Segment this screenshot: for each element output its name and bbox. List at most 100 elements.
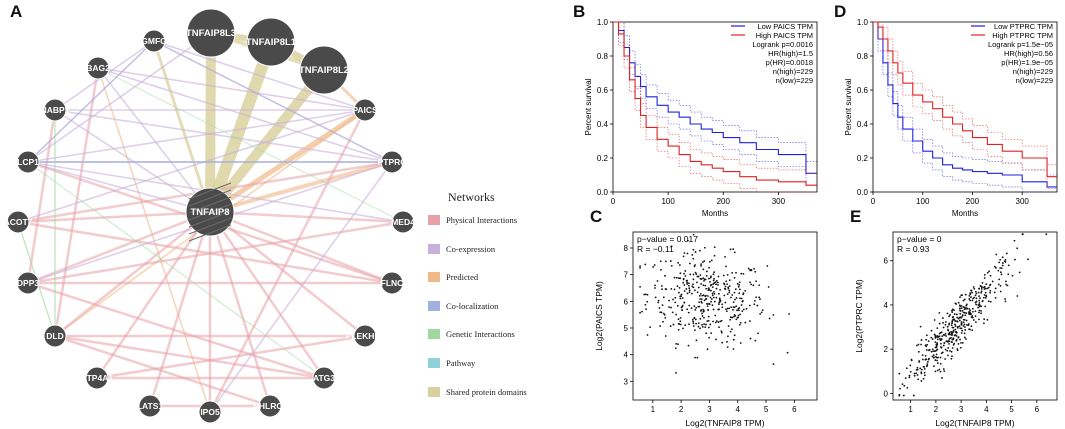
plot-frame	[612, 21, 818, 193]
scatter-point	[710, 289, 712, 292]
node-bag2[interactable]: BAG2	[86, 56, 110, 80]
legend-swatch	[428, 300, 440, 311]
scatter-point	[705, 287, 708, 290]
scatter-point	[940, 342, 942, 345]
stat-4: n(low)=229	[1016, 76, 1053, 85]
legend-label: Shared protein domains	[446, 386, 527, 397]
node-ptp4a1[interactable]: PTP4A1	[81, 366, 113, 390]
scatter-point	[708, 277, 710, 280]
scatter-point	[961, 341, 964, 344]
scatter-point	[665, 288, 668, 291]
scatter-point	[933, 319, 936, 321]
scatter-point	[692, 322, 695, 325]
node-lats1[interactable]: LATS1	[137, 394, 164, 418]
scatter-point	[920, 368, 923, 371]
scatter-point	[951, 316, 954, 319]
scatter-point	[692, 283, 694, 286]
node-tnfaip8l2[interactable]: TNFAIP8L2	[299, 45, 349, 95]
scatter-point	[985, 294, 988, 297]
scatter-point	[920, 380, 923, 382]
scatter-point	[675, 342, 678, 345]
scatter-point	[949, 349, 951, 352]
node-plekhf2[interactable]: PLEKHF2	[346, 324, 385, 348]
node-ipo5[interactable]: IPO5	[198, 400, 222, 424]
node-acot7[interactable]: ACOT7	[4, 210, 33, 234]
node-lcp1[interactable]: LCP1	[16, 150, 40, 174]
node-paics[interactable]: PAICS	[352, 98, 378, 122]
y-tick-label: 0.6	[857, 86, 869, 95]
y-tick-label: 4	[624, 351, 629, 360]
scatter-point	[664, 274, 666, 277]
scatter-point	[973, 296, 976, 299]
scatter-point	[680, 293, 683, 296]
scatter-point	[935, 346, 938, 349]
scatter-point	[660, 268, 662, 271]
node-circle	[43, 98, 67, 122]
scatter-point	[958, 307, 961, 310]
legend-swatch	[428, 386, 440, 397]
scatter-point	[691, 253, 694, 256]
scatter-point	[999, 284, 1002, 287]
scatter-point	[707, 319, 710, 322]
scatter-point	[740, 304, 743, 306]
node-label: IPO5	[200, 407, 220, 417]
scatter-point	[710, 275, 712, 278]
edge-tnfaip8-acot7-16	[17, 210, 211, 224]
node-nhlrc2[interactable]: NHLRC2	[253, 394, 288, 418]
y-tick-label: 3	[624, 377, 629, 386]
scatter-point	[957, 343, 960, 345]
scatter-point	[660, 311, 663, 314]
scatter-point	[759, 313, 762, 315]
scatter-point	[962, 306, 965, 308]
scatter-point	[931, 355, 934, 358]
node-dpp3[interactable]: DPP3	[16, 271, 40, 295]
edge-tnfaip8-lcp1-38	[27, 161, 211, 213]
scatter-point	[920, 339, 923, 341]
scatter-point	[971, 315, 974, 317]
plot-frame	[632, 231, 818, 401]
scatter-point	[972, 286, 975, 288]
scatter-point	[718, 292, 720, 295]
node-tnfaip8l3[interactable]: TNFAIP8L3	[186, 8, 236, 58]
scatter-point	[909, 364, 912, 367]
scatter-point	[700, 283, 702, 285]
scatter-point	[720, 319, 723, 322]
scatter-point	[668, 299, 670, 302]
node-tnfaip8[interactable]: TNFAIP8	[185, 182, 235, 242]
scatter-point	[721, 306, 724, 309]
node-gmfg[interactable]: GMFG	[141, 29, 167, 53]
scatter-point	[700, 298, 703, 301]
edge-bag2-ipo5-10	[97, 67, 211, 413]
p-value-annotation: p−value = 0	[897, 234, 942, 244]
scatter-plot-paics: 1 2 3 4 5 6 3 4 5 6 7 8 Log2(TNFAIP8 TPM) Log2(PAICS …	[594, 231, 818, 428]
scatter-point	[974, 310, 977, 313]
x-axis-label: Months	[702, 209, 728, 218]
edge-ptp4a1-plekhf2-27	[96, 334, 366, 380]
scatter-point	[978, 311, 980, 314]
scatter-point	[995, 253, 998, 256]
scatter-point	[675, 313, 678, 316]
node-ptprc[interactable]: PTPRC	[378, 150, 407, 174]
scatter-point	[706, 303, 709, 305]
scatter-point	[948, 323, 950, 326]
scatter-point	[724, 255, 726, 258]
x-axis-label: Months	[952, 209, 978, 218]
node-nabp1[interactable]: NABP1	[41, 98, 70, 122]
x-tick-label: 200	[717, 197, 731, 206]
node-dld[interactable]: DLD	[43, 324, 67, 348]
scatter-point	[944, 332, 947, 335]
node-circle	[16, 150, 40, 174]
scatter-point	[933, 350, 936, 353]
x-tick-label: 300	[772, 197, 786, 206]
scatter-point	[1016, 247, 1019, 250]
node-atg3[interactable]: ATG3	[312, 366, 336, 390]
scatter-point	[980, 291, 983, 294]
scatter-point	[957, 336, 960, 339]
scatter-point	[980, 285, 983, 288]
node-med4[interactable]: MED4	[391, 210, 415, 234]
node-tnfaip8l1[interactable]: TNFAIP8L1	[246, 17, 297, 67]
scatter-point	[678, 291, 680, 294]
node-flnc[interactable]: FLNC	[380, 271, 404, 295]
scatter-point	[704, 278, 707, 281]
legend-item-predicted: Predicted	[428, 270, 568, 299]
